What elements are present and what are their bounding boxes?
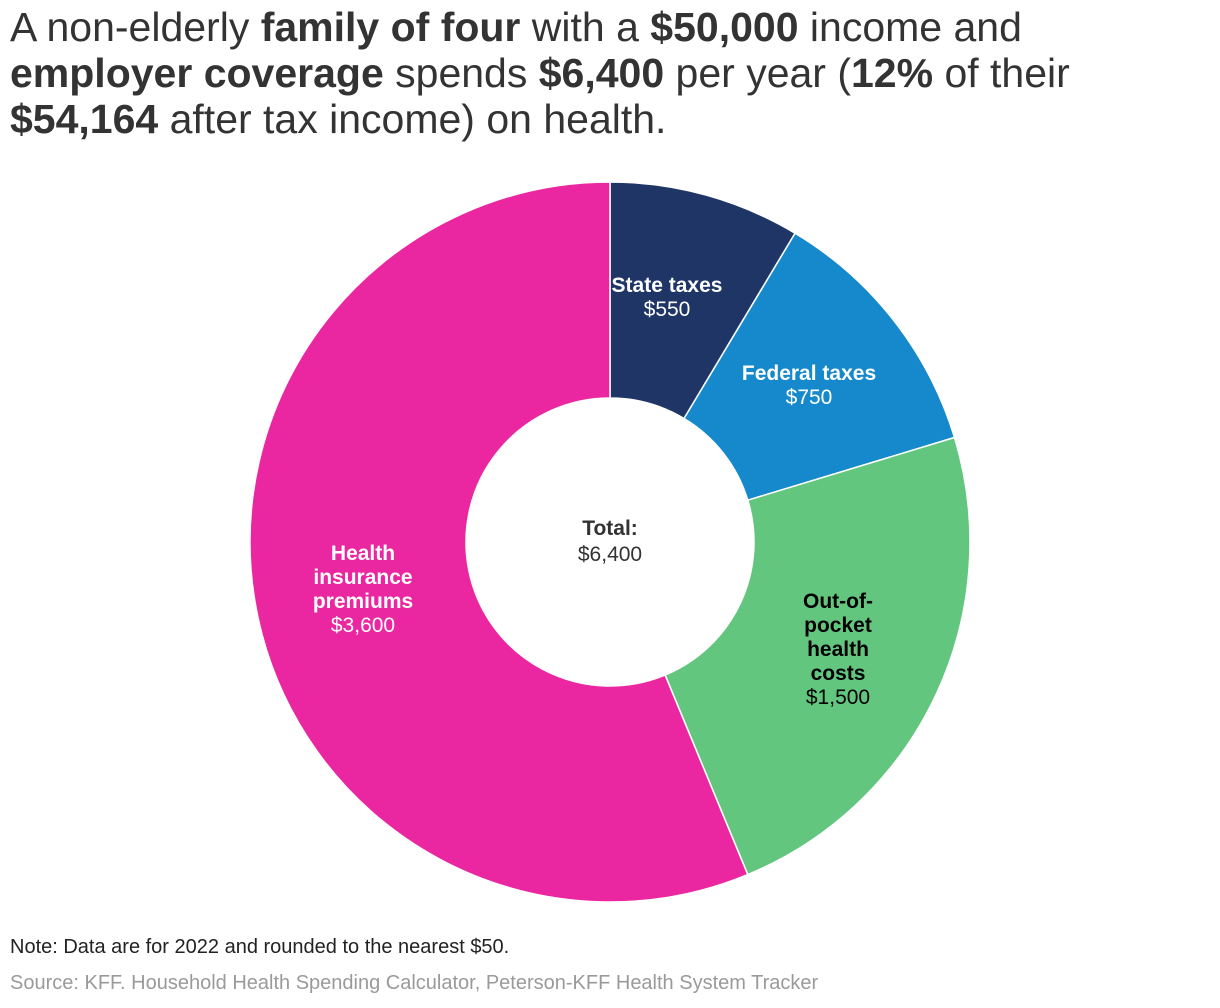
center-total: Total: $6,400 [578,517,642,566]
title-emphasis: 12% [851,50,934,96]
slice-label-name: State taxes [612,274,723,297]
slice-health-insurance-premiums [249,181,749,903]
title-text: spends [383,50,539,96]
slice-value-label: $750 [786,386,833,409]
slice-label-name: pocket [804,614,872,637]
donut-slice-labels: State taxes$550 Federal taxes$750 Out-of-p… [313,274,876,709]
title-emphasis: $6,400 [538,50,665,96]
slice-federal-taxes [683,232,956,502]
title-text: A non-elderly [10,4,261,50]
slice-value-label: $550 [644,298,691,321]
title-text: with a [520,4,651,50]
center-total-value: $6,400 [578,543,642,566]
slice-label-name: costs [811,662,866,685]
slice-state-taxes [609,181,797,420]
slice-label-name: health [807,638,869,661]
slice-value-label: $1,500 [806,686,870,709]
slice-value-label: $3,600 [331,614,395,637]
center-total-title: Total: [582,517,638,540]
title-text: income and [798,4,1022,50]
slice-label-name: Federal taxes [742,362,876,385]
slice-label-name: insurance [313,566,412,589]
slice-label-name: Health [331,542,395,565]
slice-label-federal-taxes: Federal taxes$750 [742,362,876,409]
title-text: per year ( [664,50,851,96]
title-emphasis: $50,000 [650,4,799,50]
chart-title: A non-elderly family of four with a $50,… [10,4,1200,142]
title-emphasis: employer coverage [10,50,384,96]
title-text: after tax income) on health. [158,96,667,142]
slice-out-of-pocket-health-costs [664,436,971,876]
chart-note: Note: Data are for 2022 and rounded to t… [10,936,510,958]
slice-label-state-taxes: State taxes$550 [612,274,723,321]
slice-label-name: Out-of- [803,590,873,613]
title-emphasis: $54,164 [10,96,159,142]
title-text: of their [933,50,1070,96]
donut-slices [249,181,971,903]
slice-label-name: premiums [313,590,413,613]
chart-source: Source: KFF. Household Health Spending C… [10,972,819,994]
title-emphasis: family of four [260,4,521,50]
